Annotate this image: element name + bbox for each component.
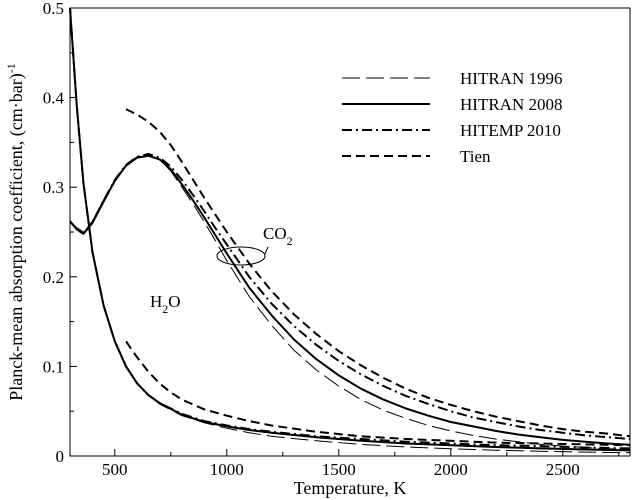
- series-line-co2-tien: [125, 108, 631, 438]
- x-tick-label-500: 500: [102, 460, 128, 479]
- x-tick-label-1500: 1500: [322, 460, 356, 479]
- ticks-layer: 500 1000 1500 2000 2500 0 0.1 0.2 0.3 0.4 0.5: [43, 0, 620, 479]
- y-tick-label-0-5: 0.5: [43, 0, 64, 18]
- co2-leader-line: [264, 246, 269, 255]
- series-line-h2o-hitemp-2010: [69, 7, 631, 450]
- h2o-annotation-subscript: 2: [162, 302, 168, 316]
- y-axis-label: Planck-mean absorption coefficient, (cm·…: [4, 63, 27, 401]
- x-tick-label-1000: 1000: [210, 460, 244, 479]
- x-axis-label: Temperature, K: [294, 478, 407, 498]
- h2o-annotation-text: H: [150, 292, 162, 311]
- h2o-annotation: H2O: [150, 292, 181, 316]
- legend-label-hitran-2008: HITRAN 2008: [460, 95, 562, 114]
- h2o-annotation-suffix: O: [168, 292, 180, 311]
- legend-label-hitran-1996: HITRAN 1996: [460, 69, 562, 88]
- y-axis-label-text: Planck-mean absorption coefficient, (cm·…: [6, 73, 27, 401]
- y-axis-label-superscript: -1: [4, 63, 18, 73]
- series-layer: [69, 7, 631, 454]
- y-tick-label-0-1: 0.1: [43, 357, 64, 376]
- y-tick-label-0: 0: [56, 447, 65, 466]
- x-tick-label-2500: 2500: [546, 460, 580, 479]
- x-tick-label-2000: 2000: [434, 460, 468, 479]
- y-tick-label-0-3: 0.3: [43, 178, 64, 197]
- co2-annotation-text: CO: [263, 224, 287, 243]
- series-line-h2o-tien: [125, 340, 631, 447]
- co2-annotation: CO2: [263, 224, 293, 248]
- co2-annotation-subscript: 2: [287, 234, 293, 248]
- legend: HITRAN 1996 HITRAN 2008 HITEMP 2010 Tien: [342, 69, 562, 166]
- legend-label-tien: Tien: [460, 147, 491, 166]
- series-line-co2-hitemp-2010: [69, 153, 631, 440]
- y-tick-label-0-2: 0.2: [43, 268, 64, 287]
- co2-grouping-ellipse: [216, 246, 266, 266]
- y-tick-label-0-4: 0.4: [43, 89, 65, 108]
- legend-label-hitemp-2010: HITEMP 2010: [460, 121, 561, 140]
